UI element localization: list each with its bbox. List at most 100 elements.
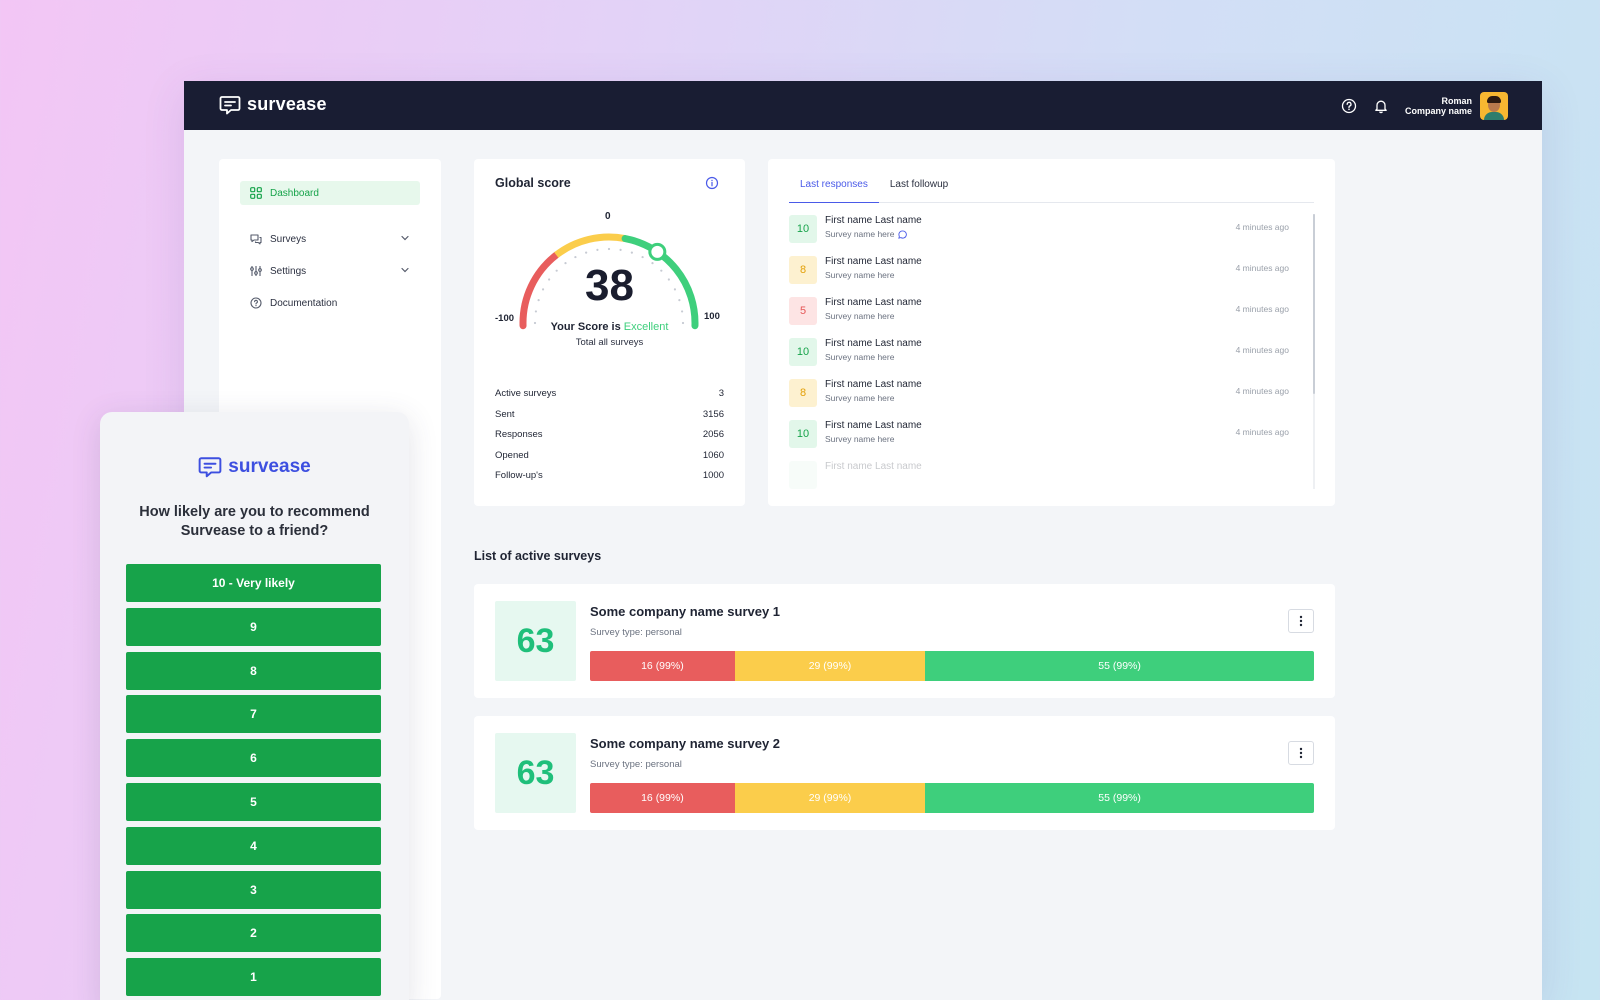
survey-card[interactable]: 63 Some company name survey 2 Survey typ… [474,716,1335,830]
response-time: 4 minutes ago [1235,345,1289,355]
list-item[interactable]: 5 First name Last name Survey name here … [789,296,1294,337]
stat-value: 3 [718,388,724,399]
answer-option-3[interactable]: 3 [126,870,381,909]
respondent-name: First name Last name [825,297,922,308]
sidebar-item-documentation[interactable]: Documentation [240,291,420,315]
sidebar-item-label: Surveys [270,233,307,245]
sidebar-item-settings[interactable]: Settings [240,259,420,283]
gauge-min-label: -100 [495,313,515,324]
info-icon[interactable] [705,176,719,190]
list-item[interactable]: 10 First name Last name Survey name here… [789,419,1294,460]
score-prefix: Your Score is [550,321,621,333]
chat-icon [250,234,262,245]
grid-icon [250,187,262,199]
answer-option-7[interactable]: 7 [126,695,381,734]
gauge-tick [680,310,684,313]
answer-option-1[interactable]: 1 [126,958,381,997]
gauge-tick [533,321,537,325]
survey-widget: survease How likely are you to recommend… [100,412,409,1000]
answer-option-2[interactable]: 2 [126,914,381,953]
kebab-menu-icon [1299,747,1303,759]
score-rating-line: Your Score is Excellent [474,321,745,333]
active-surveys-title: List of active surveys [474,549,602,563]
respondent-name: First name Last name [825,461,922,472]
list-item[interactable]: First name Last name [789,460,1294,489]
promoters-segment: 55 (99%) [925,651,1314,681]
gauge-tick [619,248,622,252]
survey-type: Survey type: personal [590,627,682,638]
help-icon[interactable] [1339,96,1359,116]
stat-value: 1000 [702,470,724,481]
gauge-tick [596,248,599,252]
responses-card: Last responses Last followup 10 First na… [768,159,1335,506]
respondent-name: First name Last name [825,379,922,390]
avatar[interactable] [1480,92,1508,120]
chevron-down-icon[interactable] [400,265,410,275]
global-score-card: Global score 0 38 -100 100 Your Score is… [474,159,745,506]
widget-brand: survease [100,456,409,478]
help-circle-icon [250,297,262,309]
passives-segment: 29 (99%) [734,783,926,813]
survey-name: Survey name here [825,352,895,362]
survey-score: 63 [495,601,576,681]
gauge-tick [641,255,644,259]
survey-title[interactable]: Some company name survey 1 [590,604,781,619]
stat-value: 2056 [702,429,724,440]
survey-name: Survey name here [825,393,895,403]
gauge-tick [667,278,670,281]
stat-row: Sent 3156 [495,409,724,430]
survey-name: Survey name here [825,311,895,321]
list-item[interactable]: 10 First name Last name Survey name here… [789,337,1294,378]
list-item[interactable]: 8 First name Last name Survey name here … [789,378,1294,419]
more-options-button[interactable] [1288,609,1314,633]
sidebar-item-dashboard[interactable]: Dashboard [240,181,420,205]
responses-list[interactable]: 10 First name Last name Survey name here… [789,214,1294,489]
comment-icon[interactable] [898,229,908,239]
score-badge: 8 [789,256,817,284]
score-rating: Excellent [623,321,669,333]
gauge-tick [681,321,685,325]
list-item[interactable]: 8 First name Last name Survey name here … [789,255,1294,296]
answer-option-8[interactable]: 8 [126,651,381,690]
score-value: 38 [585,261,634,310]
brand-logo[interactable]: survease [219,94,327,115]
more-options-button[interactable] [1288,741,1314,765]
survey-card[interactable]: 63 Some company name survey 1 Survey typ… [474,584,1335,698]
stat-value: 3156 [702,408,724,420]
nps-breakdown-bar: 16 (99%) 29 (99%) 55 (99%) [590,651,1314,681]
message-logo-icon [219,95,241,114]
survey-title[interactable]: Some company name survey 2 [590,736,781,751]
stat-row: Follow-up's 1000 [495,470,724,491]
gauge-tick [555,269,558,272]
tab-last-followup[interactable]: Last followup [889,179,949,190]
company-name: Company name [1404,105,1472,116]
answer-option-4[interactable]: 4 [126,826,381,865]
respondent-name: First name Last name [825,420,922,431]
stat-label: Active surveys [495,388,557,399]
sidebar-item-surveys[interactable]: Surveys [240,227,420,251]
answer-option-6[interactable]: 6 [126,739,381,778]
list-item[interactable]: 10 First name Last name Survey name here… [789,214,1294,255]
gauge-tick [607,247,611,251]
scrollbar-thumb[interactable] [1313,214,1315,394]
answer-option-10[interactable]: 10 - Very likely [126,564,381,602]
answer-option-9[interactable]: 9 [126,607,381,646]
stat-label: Responses [495,429,543,440]
response-time: 4 minutes ago [1235,427,1289,437]
sidebar-item-label: Documentation [270,297,338,309]
gauge-max-label: 100 [704,311,720,322]
survey-name: Survey name here [825,434,895,444]
gauge-tick [548,278,551,281]
gauge-tick [678,299,681,302]
score-gauge [519,233,699,330]
kebab-menu-icon [1299,615,1303,627]
user-info[interactable]: Roman Company name [1405,96,1472,117]
gauge-tick [541,288,545,291]
chevron-down-icon[interactable] [400,233,410,243]
top-bar: survease Roman Company name [184,81,1542,130]
score-stats: Active surveys 3 Sent 3156 Responses 2056 O… [495,388,724,491]
answer-option-5[interactable]: 5 [126,782,381,821]
bell-icon[interactable] [1371,96,1391,116]
tab-last-responses[interactable]: Last responses [789,177,879,203]
respondent-name: First name Last name [825,215,922,226]
